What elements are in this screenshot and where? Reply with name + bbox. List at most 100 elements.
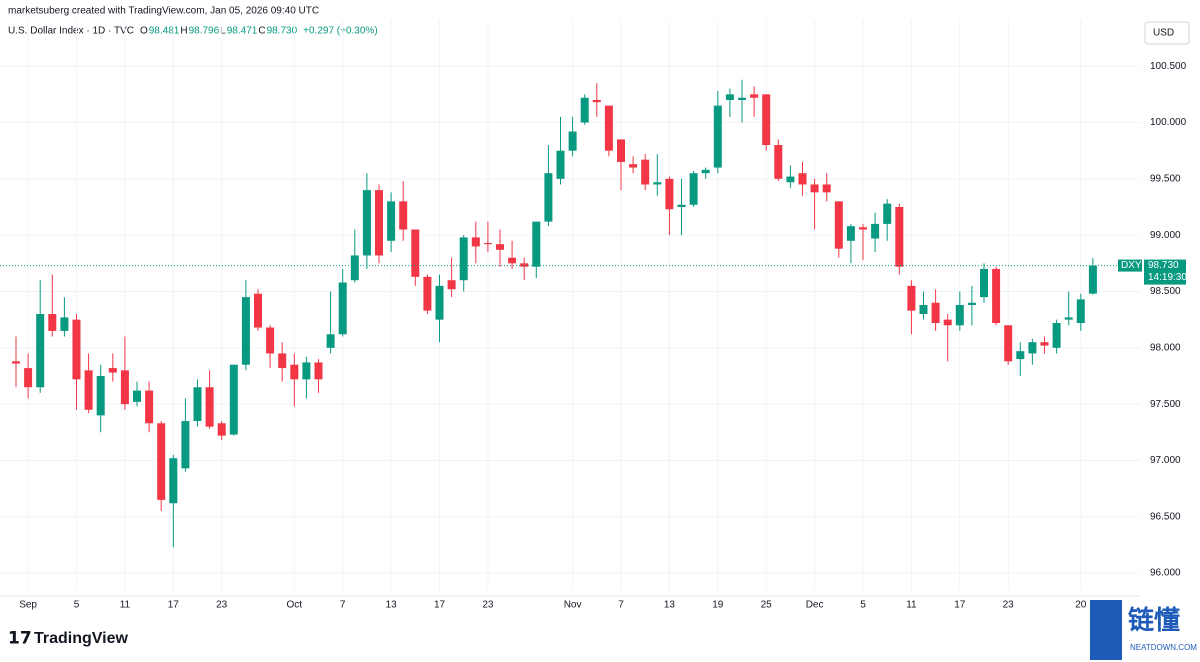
candle-body [133, 390, 141, 402]
candle-body [193, 387, 202, 422]
y-tick-label: 99.500 [1150, 173, 1181, 184]
candle-body [532, 221, 541, 267]
candle-body [580, 97, 589, 123]
candle-body [834, 201, 843, 249]
symbol-tag-text: DXY [1121, 260, 1142, 271]
credit: marketsuberg created with TradingView.co… [8, 6, 319, 17]
candle-body [592, 99, 601, 103]
candle-body [314, 362, 323, 380]
price-tag-countdown: 14:19:30 [1148, 272, 1187, 283]
x-tick-label: 25 [761, 600, 773, 611]
candle-body [931, 302, 940, 324]
x-tick-label: 17 [168, 600, 180, 611]
candle-body [278, 353, 287, 369]
y-tick-label: 100.000 [1150, 117, 1187, 128]
candle-body [713, 105, 722, 168]
watermark-name: 链懂 [1128, 605, 1180, 635]
candle-body [387, 201, 396, 241]
candle-body [108, 368, 117, 373]
legend-item: C [258, 26, 265, 37]
legend-item: 98.471 [227, 26, 258, 37]
candle-body [1064, 317, 1073, 320]
candle-body [738, 97, 746, 100]
symbol-tag [1118, 259, 1142, 272]
y-tick-label: 98.000 [1150, 342, 1181, 353]
legend-item: 98.796 [189, 26, 220, 37]
candle-body [992, 268, 1001, 324]
candle-body [181, 421, 190, 469]
candle-body [423, 276, 432, 311]
candle-body [375, 190, 383, 256]
candle-body [120, 370, 129, 405]
x-tick-label: 11 [120, 600, 131, 611]
candle-body [677, 204, 686, 207]
candle-body [60, 317, 69, 331]
candle-body [411, 229, 420, 277]
candle-body [350, 255, 359, 281]
x-tick-label: 11 [906, 600, 917, 611]
x-tick-label: Sep [19, 600, 37, 611]
candle-body [1076, 299, 1085, 324]
candle-body [641, 159, 650, 185]
x-tick-label: 23 [1003, 600, 1015, 611]
candle-body [919, 305, 928, 315]
legend-item: 98.730 [267, 26, 298, 37]
candle-body [943, 319, 952, 326]
candle-body [822, 184, 831, 193]
candle-body [169, 458, 178, 504]
x-tick-label: 5 [860, 600, 866, 611]
candle-body [12, 361, 20, 364]
candle-body [435, 285, 444, 320]
candle-body [157, 423, 166, 500]
candle-body [290, 364, 299, 380]
x-tick-label: Nov [564, 600, 582, 611]
logo-mark: 𝟭𝟳 [8, 628, 32, 647]
candle-body [810, 184, 819, 193]
candle-body [447, 280, 456, 290]
price-tag [1144, 259, 1186, 285]
x-tick-label: 20 [1075, 600, 1087, 611]
candle-body [217, 423, 226, 436]
candle-body [96, 375, 105, 416]
candle-body [254, 293, 262, 328]
x-tick-label: 17 [434, 600, 446, 611]
currency-button[interactable] [1144, 21, 1190, 45]
candle-body [520, 263, 529, 267]
candle-body [883, 203, 892, 224]
legend-item: L [220, 26, 226, 37]
candle-body [338, 282, 347, 335]
candle-body [145, 390, 154, 424]
candle-body [229, 364, 238, 435]
candle-body [774, 145, 783, 179]
candle-body [665, 178, 674, 210]
candle-body [568, 131, 577, 151]
candle-body [24, 368, 33, 388]
candle-body [1028, 342, 1037, 354]
legend-item: H [180, 26, 187, 37]
x-tick-label: 13 [664, 600, 676, 611]
candle-body [36, 314, 45, 388]
candle-body [471, 237, 480, 247]
candle-body [617, 139, 625, 162]
y-tick-label: 96.500 [1150, 511, 1181, 522]
candle-body [266, 327, 275, 354]
y-tick-label: 96.000 [1150, 568, 1181, 579]
x-tick-label: 23 [216, 600, 228, 611]
candle-body [967, 302, 976, 305]
candle-body [629, 164, 638, 168]
y-tick-label: 98.500 [1150, 286, 1181, 297]
candle-body [1016, 351, 1025, 360]
y-tick-label: 97.500 [1150, 399, 1181, 410]
candle-body [556, 150, 565, 179]
legend-line: U.S. Dollar Index · 1D · TVC O 98.481 H 98.7… [8, 26, 378, 37]
currency[interactable]: USD [1153, 28, 1174, 39]
x-tick-label: 17 [954, 600, 966, 611]
candle-body [701, 169, 710, 174]
legend-item: U.S. Dollar Index · 1D · TVC [8, 26, 134, 37]
watermark: 链懂 NEATDOWN.COM [1090, 600, 1197, 660]
watermark-icon [1090, 600, 1122, 660]
x-tick-label: Dec [806, 600, 824, 611]
candle-body [508, 257, 517, 264]
